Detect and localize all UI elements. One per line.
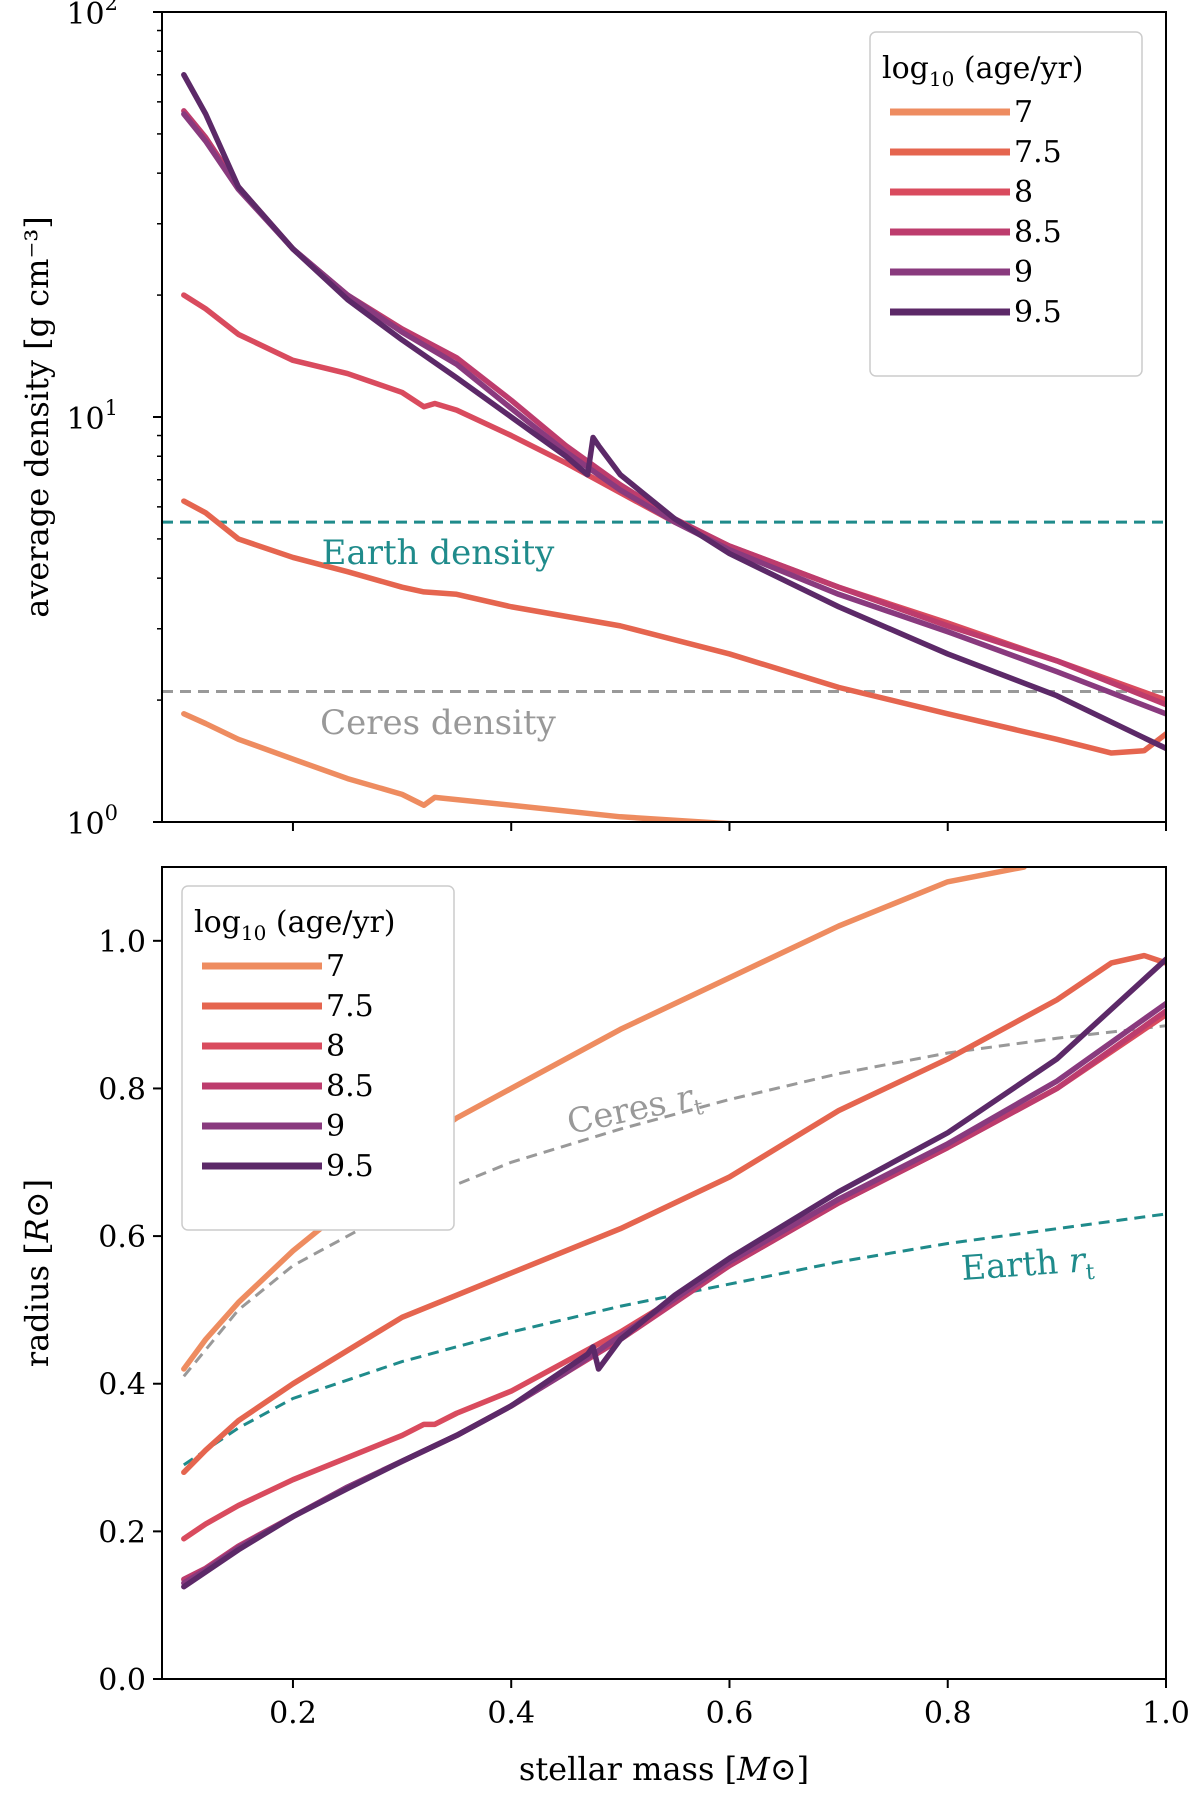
radius-legend-items: 7 7.5 8 8.5 9 9.5 bbox=[202, 949, 374, 1184]
x-tick-label: 0.8 bbox=[924, 1696, 972, 1731]
density-y-ticks: 100 101 102 bbox=[66, 0, 162, 842]
x-tick-label: 0.6 bbox=[706, 1696, 754, 1731]
radius-legend-label-9: 9 bbox=[326, 1109, 345, 1144]
density-panel: 100 101 102 average density [g cm⁻³] Earth… bbox=[18, 0, 1167, 842]
earth-rt-label: Earth rt bbox=[960, 1240, 1096, 1294]
x-tick-label: 1.0 bbox=[1142, 1696, 1190, 1731]
ceres-rt-curve bbox=[182, 1024, 1166, 1378]
density-legend-box bbox=[869, 31, 1143, 377]
density-reference-lines bbox=[162, 520, 1166, 694]
density-series-7 bbox=[181, 711, 732, 822]
radius-y-tick-label: 0.8 bbox=[98, 1072, 146, 1107]
x-tick-label: 0.2 bbox=[269, 1696, 317, 1731]
earth-density-label: Earth density bbox=[322, 533, 555, 573]
density-legend-label-8: 8 bbox=[1014, 175, 1033, 210]
radius-y-tick-label: 1.0 bbox=[98, 925, 146, 960]
radius-legend-label-9_5: 9.5 bbox=[326, 1149, 374, 1184]
density-legend-label-7: 7 bbox=[1014, 95, 1033, 130]
x-tick-label: 0.4 bbox=[487, 1696, 535, 1731]
radius-legend-box bbox=[181, 885, 455, 1231]
density-series-9_5 bbox=[181, 71, 1166, 752]
density-x-ticks bbox=[291, 822, 1167, 831]
radius-series-7_5 bbox=[181, 952, 1166, 1476]
density-legend-label-7_5: 7.5 bbox=[1014, 135, 1062, 170]
radius-y-tick-label: 0.4 bbox=[98, 1368, 146, 1403]
density-y-tick-label: 102 bbox=[66, 0, 118, 32]
density-y-axis-label: average density [g cm⁻³] bbox=[18, 216, 56, 617]
radius-y-tick-label: 0.2 bbox=[98, 1515, 146, 1550]
density-legend-label-9: 9 bbox=[1014, 255, 1033, 290]
density-legend-label-8_5: 8.5 bbox=[1014, 215, 1062, 250]
density-series-7_5 bbox=[181, 498, 1166, 756]
density-legend-title: log10 (age/yr) bbox=[882, 51, 1084, 91]
density-series-group bbox=[181, 71, 1166, 822]
radius-legend-title: log10 (age/yr) bbox=[194, 905, 396, 945]
radius-series-group bbox=[181, 867, 1166, 1590]
radius-reference-lines bbox=[182, 1024, 1166, 1467]
ceres-density-label: Ceres density bbox=[320, 703, 557, 743]
radius-y-axis-label: radius [R⊙] bbox=[18, 1179, 56, 1367]
radius-legend-label-8: 8 bbox=[326, 1029, 345, 1064]
radius-legend-label-8_5: 8.5 bbox=[326, 1069, 374, 1104]
ceres-rt-label: Ceres rt bbox=[564, 1075, 706, 1147]
radius-legend-label-7: 7 bbox=[326, 949, 345, 984]
radius-legend-label-7_5: 7.5 bbox=[326, 989, 374, 1024]
radius-series-9_5 bbox=[181, 956, 1166, 1590]
radius-y-tick-label: 0.6 bbox=[98, 1220, 146, 1255]
density-y-tick-label: 100 bbox=[66, 801, 118, 842]
density-legend: log10 (age/yr) 7 7.5 8 8.5 9 9.5 bbox=[869, 31, 1143, 377]
earth-rt-curve bbox=[182, 1212, 1166, 1467]
density-legend-items: 7 7.5 8 8.5 9 9.5 bbox=[890, 95, 1062, 330]
radius-plot-frame bbox=[161, 866, 1167, 1680]
x-axis-label: stellar mass [M⊙] bbox=[519, 1750, 809, 1788]
radius-panel: 0.2 0.4 0.6 0.8 1.0 0.0 0.2 0.4 0.6 0.8 1.0 radiu… bbox=[18, 866, 1190, 1788]
radius-y-ticks: 0.0 0.2 0.4 0.6 0.8 1.0 bbox=[98, 925, 162, 1698]
radius-legend: log10 (age/yr) 7 7.5 8 8.5 9 9.5 bbox=[181, 885, 455, 1231]
density-y-tick-label: 101 bbox=[66, 396, 118, 437]
density-legend-label-9_5: 9.5 bbox=[1014, 295, 1062, 330]
radius-x-ticks: 0.2 0.4 0.6 0.8 1.0 bbox=[269, 1679, 1190, 1731]
radius-y-tick-label: 0.0 bbox=[98, 1663, 146, 1698]
